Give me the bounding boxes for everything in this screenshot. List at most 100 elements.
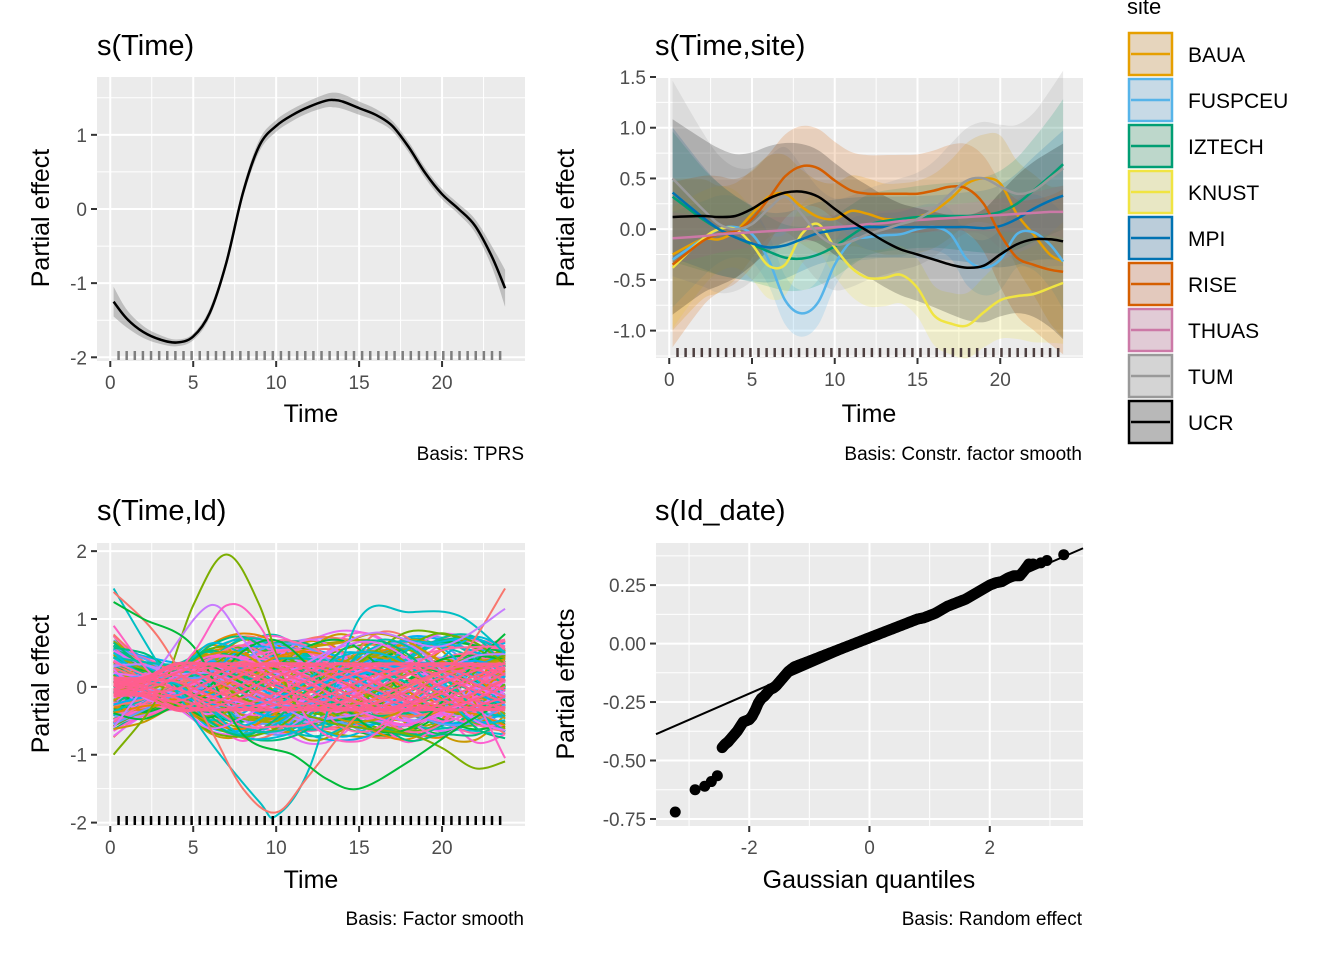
- y-tick-label: 2: [76, 542, 87, 563]
- legend-label: RISE: [1188, 274, 1237, 297]
- panel-title: s(Time): [97, 30, 194, 62]
- plot-area: [97, 543, 525, 826]
- id-curves: [112, 553, 506, 819]
- id-curve: [113, 654, 506, 726]
- legend-label: UCR: [1188, 412, 1234, 435]
- confidence-band-ucr: [672, 119, 1064, 340]
- legend-item-rise: RISE: [1127, 261, 1237, 307]
- rug: [117, 351, 502, 360]
- id-curve: [113, 662, 506, 712]
- x-tick-label: 0: [664, 370, 675, 391]
- legend-title: site: [1127, 0, 1161, 19]
- x-axis-title: Time: [284, 400, 339, 428]
- x-tick-label: 5: [188, 838, 199, 859]
- panel-background: [97, 77, 525, 361]
- y-tick-label: 0.5: [620, 169, 646, 190]
- id-curve: [113, 662, 506, 712]
- panel-caption: Basis: Random effect: [902, 909, 1083, 930]
- y-tick-label: -0.5: [613, 271, 646, 292]
- y-tick-label: 0.00: [609, 635, 646, 656]
- legend: site BAUA FUSPCEU IZTECH KNUST MPI RISE THUAS T…: [1127, 0, 1288, 445]
- plot-area: [656, 70, 1083, 359]
- x-tick-label: 5: [747, 370, 758, 391]
- x-tick-label: -2: [741, 838, 758, 859]
- legend-item-mpi: MPI: [1127, 215, 1225, 261]
- id-curve: [112, 604, 506, 729]
- confidence-band-mpi: [672, 127, 1064, 283]
- legend-item-tum: TUM: [1127, 353, 1234, 399]
- legend-label: TUM: [1188, 366, 1234, 389]
- id-curve: [113, 662, 506, 712]
- x-tick-label: 0: [864, 838, 875, 859]
- qq-points: [669, 549, 1070, 818]
- legend-item-baua: BAUA: [1127, 31, 1245, 77]
- y-axis-title: Partial effect: [27, 615, 55, 754]
- rug: [676, 348, 1060, 357]
- x-tick-label: 0: [105, 838, 116, 859]
- y-tick-label: 0.25: [609, 576, 646, 597]
- id-curve: [113, 662, 506, 712]
- x-axis-title: Gaussian quantiles: [763, 866, 976, 894]
- x-tick-label: 10: [266, 838, 287, 859]
- y-tick-label: -0.75: [603, 810, 646, 831]
- qq-point: [1058, 549, 1070, 561]
- y-axis-title: Partial effect: [552, 149, 580, 288]
- y-tick-label: -0.50: [603, 752, 646, 773]
- panel-caption: Basis: TPRS: [417, 444, 524, 465]
- y-tick-label: -2: [70, 814, 87, 835]
- smooth-line-tum: [671, 167, 1064, 246]
- y-tick-label: 1.5: [620, 68, 646, 89]
- y-tick-label: -0.25: [603, 693, 646, 714]
- x-tick-label: 0: [105, 373, 116, 394]
- x-tick-label: 5: [188, 373, 199, 394]
- id-curve: [113, 661, 506, 712]
- y-tick-label: 0: [76, 678, 87, 699]
- panel-title: s(Id_date): [655, 495, 786, 527]
- x-axis-title: Time: [842, 400, 897, 428]
- confidence-band-tum: [672, 70, 1064, 294]
- panel-s-time-site: s(Time,site) Basis: Constr. factor smoot…: [552, 30, 1083, 465]
- id-curve: [113, 662, 506, 712]
- legend-label: MPI: [1188, 228, 1225, 251]
- y-axis-title: Partial effects: [552, 608, 580, 759]
- rug: [117, 816, 502, 825]
- confidence-band-knust: [672, 186, 1064, 359]
- panel-title: s(Time,Id): [97, 495, 226, 527]
- panel-title: s(Time,site): [655, 30, 805, 62]
- legend-item-knust: KNUST: [1127, 169, 1259, 215]
- smooth-line: [112, 98, 507, 344]
- plot-area: [655, 543, 1084, 826]
- y-tick-label: 1: [76, 610, 87, 631]
- x-tick-label: 10: [266, 373, 287, 394]
- legend-label: IZTECH: [1188, 136, 1264, 159]
- x-tick-label: 20: [431, 373, 452, 394]
- id-curve: [113, 662, 506, 712]
- y-tick-label: -1: [70, 746, 87, 767]
- y-tick-label: -1.0: [613, 322, 646, 343]
- qq-point: [689, 784, 701, 796]
- x-tick-label: 15: [349, 838, 370, 859]
- id-curve: [113, 601, 506, 791]
- y-tick-label: -1: [70, 274, 87, 295]
- x-axis-title: Time: [284, 866, 339, 894]
- x-tick-label: 15: [349, 373, 370, 394]
- qq-point: [711, 770, 723, 782]
- confidence-band-rise: [672, 125, 1064, 355]
- id-curve: [113, 662, 506, 712]
- legend-label: THUAS: [1188, 320, 1259, 343]
- y-tick-label: 1: [76, 126, 87, 147]
- confidence-band-iztech: [672, 99, 1064, 292]
- legend-label: KNUST: [1188, 182, 1259, 205]
- id-curve: [113, 662, 506, 712]
- legend-item-iztech: IZTECH: [1127, 123, 1264, 169]
- y-tick-label: 1.0: [620, 119, 646, 140]
- y-axis-title: Partial effect: [27, 149, 55, 288]
- y-tick-label: 0: [76, 200, 87, 221]
- panel-caption: Basis: Constr. factor smooth: [844, 444, 1082, 465]
- id-curve: [112, 587, 506, 819]
- smooth-line-ucr: [672, 190, 1064, 270]
- legend-label: FUSPCEU: [1188, 90, 1288, 113]
- x-tick-label: 20: [990, 370, 1011, 391]
- panel-caption: Basis: Factor smooth: [346, 909, 524, 930]
